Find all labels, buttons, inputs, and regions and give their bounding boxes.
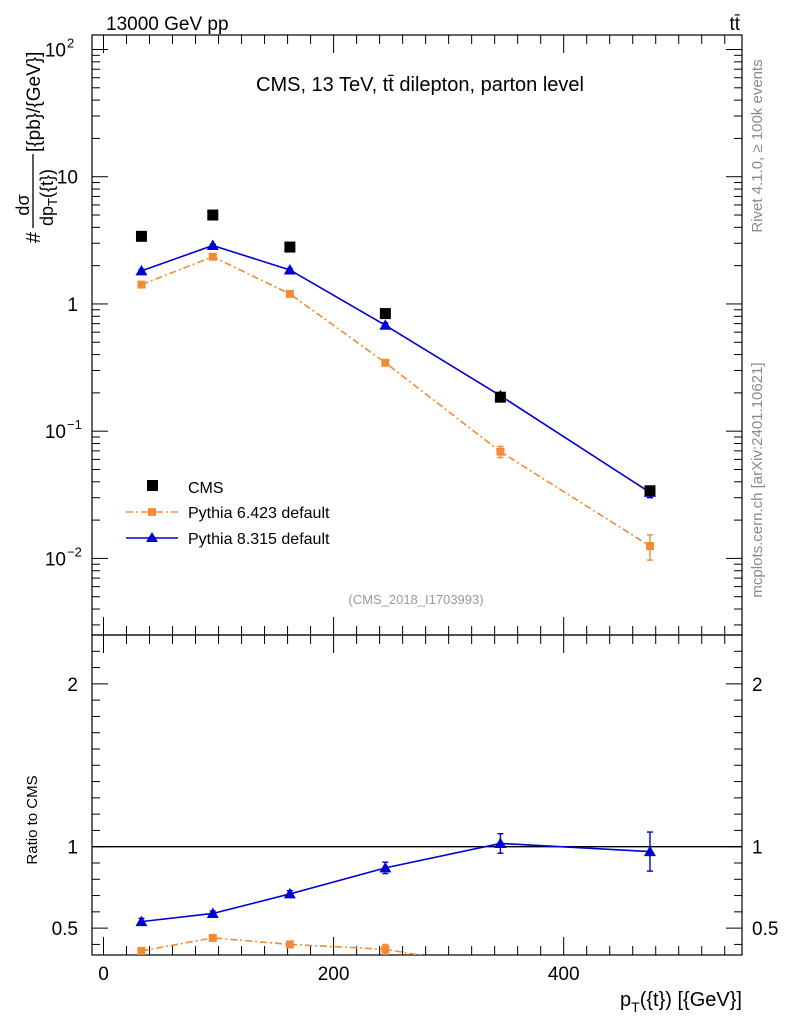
ratio-y-tick-label: 0.5 xyxy=(52,919,78,940)
ratio-pythia8-line xyxy=(141,842,651,923)
ratio-panel-frame xyxy=(91,634,743,956)
main-data-marks xyxy=(135,209,656,561)
ratio-y-tick-label-right: 2 xyxy=(752,675,763,696)
rivet-version-label: Rivet 4.1.0, ≥ 100k events xyxy=(749,59,766,232)
ratio-pythia8-point xyxy=(135,915,148,927)
main-pythia6-point xyxy=(381,358,390,367)
main-y-tick-label: 10 xyxy=(45,549,66,570)
ratio-pythia8-point xyxy=(379,861,392,873)
main-y-tick-label: 10 xyxy=(57,168,78,189)
main-pythia6-point xyxy=(137,280,146,289)
x-axis-label: pT({t}) [{GeV}] xyxy=(620,989,742,1015)
main-pythia8-line xyxy=(141,244,651,494)
ratio-y-tick-label-right: 0.5 xyxy=(752,919,778,940)
ratio-y-tick-label: 1 xyxy=(67,838,78,859)
svg-text:[{pb}/{GeV}]: [{pb}/{GeV}] xyxy=(24,52,45,152)
main-cms-point xyxy=(207,209,219,221)
main-y-tick-label: 10 xyxy=(45,40,66,61)
main-pythia6-point xyxy=(496,447,505,456)
ratio-pythia6-point xyxy=(137,946,146,955)
ratio-pythia6-line xyxy=(141,937,424,955)
main-pythia8-point xyxy=(283,263,296,275)
main-cms-point xyxy=(284,241,296,253)
main-y-tick-label: 10 xyxy=(45,422,66,443)
main-pythia8-point xyxy=(379,319,392,330)
main-pythia8-point xyxy=(135,264,148,276)
legend-pythia8-marker xyxy=(146,532,158,542)
ratio-ylabel: Ratio to CMS xyxy=(24,775,41,864)
main-cms-point xyxy=(379,308,391,320)
ratio-pythia6-point xyxy=(208,933,217,942)
legend: CMS Pythia 6.423 default Pythia 8.315 de… xyxy=(126,480,330,548)
x-tick-label: 200 xyxy=(318,964,350,985)
main-cms-point xyxy=(644,485,656,497)
x-tick-label: 400 xyxy=(548,964,580,985)
ratio-pythia8-point xyxy=(643,845,656,857)
legend-cms-label: CMS xyxy=(188,480,224,497)
ratio-pythia6-point xyxy=(285,940,294,949)
mcplots-source-label: mcplots.cern.ch [arXiv:2401.10621] xyxy=(749,362,766,597)
main-y-tick-label: 1 xyxy=(67,295,78,316)
main-cms-point xyxy=(494,391,506,403)
svg-text:dσ: dσ xyxy=(13,194,33,215)
x-tick-label: 0 xyxy=(98,964,109,985)
main-pythia6-line xyxy=(141,255,651,547)
energy-label: 13000 GeV pp xyxy=(106,14,229,35)
main-pythia6-point xyxy=(285,289,294,298)
ratio-pythia6-point xyxy=(381,945,390,954)
main-y-tick-exponent: −1 xyxy=(67,417,82,432)
main-y-tick-exponent: −2 xyxy=(67,544,82,559)
main-pythia6-point xyxy=(208,252,217,261)
svg-text:#: # xyxy=(23,231,45,243)
ratio-pythia8-point xyxy=(494,837,507,848)
main-ylabel: # dσ dpT({t}) [{pb}/{GeV}] xyxy=(13,52,60,244)
analysis-id: (CMS_2018_I1703993) xyxy=(348,592,483,607)
legend-pythia6-marker xyxy=(148,508,156,516)
ratio-pythia8-point xyxy=(283,887,296,899)
ratio-pythia8-point xyxy=(206,907,219,918)
plot-title: CMS, 13 TeV, tt̄ dilepton, parton level xyxy=(256,74,584,96)
main-cms-point xyxy=(135,230,147,242)
ratio-y-tick-label: 2 xyxy=(67,675,78,696)
ratio-axis-ticks: 0.5 0.5 1 1 2 2 0 200 400 xyxy=(52,635,778,985)
legend-cms-marker xyxy=(147,480,158,491)
main-pythia8-point xyxy=(206,239,219,251)
svg-text:dpT({t}): dpT({t}) xyxy=(37,169,60,226)
legend-pythia8-label: Pythia 8.315 default xyxy=(188,531,330,548)
legend-pythia6-label: Pythia 6.423 default xyxy=(188,505,330,522)
ratio-data-marks xyxy=(135,831,656,955)
main-pythia6-point xyxy=(645,542,654,551)
main-y-tick-exponent: 2 xyxy=(67,35,74,50)
process-label: tt̄ xyxy=(729,14,740,35)
ratio-y-tick-label-right: 1 xyxy=(752,838,763,859)
